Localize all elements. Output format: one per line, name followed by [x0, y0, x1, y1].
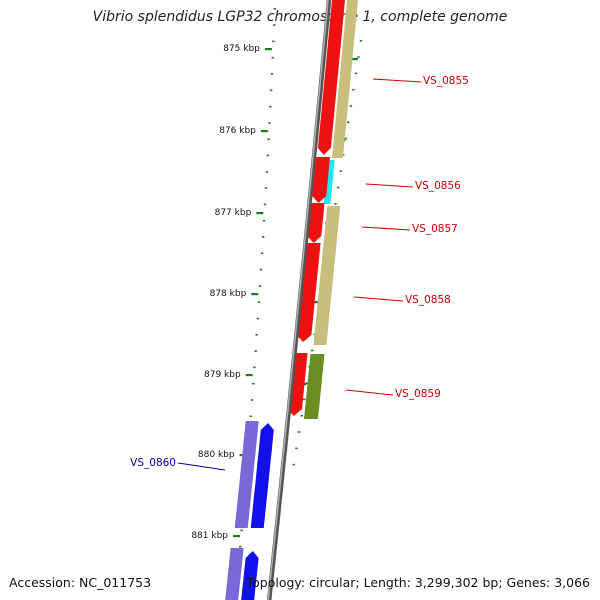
track-dot [349, 105, 353, 107]
gene-leader-line [372, 78, 422, 83]
gene-arrow-forward [296, 243, 321, 342]
track-dot [297, 431, 301, 433]
track-dot [295, 447, 298, 450]
track-purple-block [234, 421, 259, 528]
track-dot [344, 137, 347, 140]
ruler-dot [252, 382, 255, 385]
backbone-line [266, 0, 332, 600]
track-tick [351, 58, 358, 61]
ruler-dot [254, 350, 257, 352]
topology-text: Topology: circular; Length: 3,299,302 bp… [246, 575, 590, 590]
track-dot [357, 56, 360, 58]
track-dot [305, 382, 309, 384]
backbone-highlight [267, 0, 329, 600]
ruler-dot [263, 203, 267, 206]
gene-leader-line [361, 226, 411, 231]
ruler-dot [259, 268, 263, 271]
gene-arrow-forward [307, 203, 325, 243]
track-dot [303, 398, 306, 401]
ruler-dot [273, 24, 276, 26]
ruler-dot [240, 529, 243, 532]
gene-leader-line [177, 462, 226, 471]
ruler-tick-label: 881 kbp [191, 531, 228, 541]
ruler-dot [253, 366, 256, 369]
ruler-dot [257, 301, 261, 303]
ruler-dot [239, 545, 242, 548]
gene-label: VS_0856 [415, 180, 461, 192]
ruler-dot [273, 8, 277, 10]
gene-arrow-reverse [241, 551, 259, 600]
track-dot [347, 121, 350, 124]
gene-label: VS_0859 [395, 388, 441, 400]
ruler-major-ticks: 875 kbp 876 kbp 877 kbp 878 kbp 879 kbp 880 k… [191, 44, 358, 541]
track-tick [312, 301, 320, 304]
gene-arrow-forward [317, 0, 345, 155]
track-dot [339, 170, 342, 172]
track-dot [292, 463, 295, 466]
track-dot [352, 88, 355, 91]
ruler-tick [245, 374, 253, 377]
ruler-dot [272, 40, 275, 43]
gene-leader-line [365, 183, 414, 188]
ruler-dot [271, 56, 274, 59]
gene-leader-line [353, 296, 404, 302]
track-dot [300, 414, 303, 417]
ruler-tick-label: 879 kbp [204, 370, 241, 380]
ruler-dot [255, 334, 258, 336]
ruler-dot [269, 89, 273, 92]
ruler-tick [256, 212, 264, 215]
ruler-dot [266, 154, 269, 157]
ruler-dot [269, 105, 272, 108]
track-dot [311, 349, 314, 352]
track-dot [359, 40, 363, 42]
accession-text: Accession: NC_011753 [9, 575, 152, 590]
gene-label: VS_0860 [130, 457, 176, 469]
feature-tracks [303, 0, 358, 419]
gene-arrows [225, 0, 345, 600]
ruler-dot [258, 285, 262, 287]
ruler-tick [260, 130, 268, 133]
backbone [266, 0, 332, 600]
gene-arrow-forward [312, 157, 330, 203]
ruler-dot [250, 399, 254, 401]
gene-label: VS_0855 [423, 75, 469, 87]
track-tan-block [313, 206, 341, 345]
genome-title: Vibrio splendidus LGP32 chromosome 1, co… [92, 9, 508, 25]
ruler-dot [268, 122, 271, 124]
gene-label: VS_0857 [412, 223, 458, 235]
ruler-dot [261, 236, 265, 238]
ruler-dot [262, 219, 266, 222]
track-dot [354, 72, 358, 75]
ruler-tick-label: 875 kbp [223, 44, 260, 54]
ruler-tick-label: 876 kbp [219, 126, 256, 136]
ruler-tick [264, 48, 272, 51]
gene-labels: VS_0855 VS_0856 VS_0857 VS_0858 VS_0859 VS_08… [130, 75, 469, 471]
track-purple-block [225, 548, 244, 600]
ruler-dot [256, 317, 259, 320]
ruler-dot [270, 73, 274, 75]
ruler-tick [233, 535, 240, 538]
track-tan-block [331, 0, 358, 158]
ruler-dot [264, 187, 268, 189]
gene-leader-line [345, 389, 394, 396]
ruler-dot [267, 138, 270, 140]
ruler-dot [249, 415, 252, 418]
track-dot [336, 186, 340, 189]
ruler-dot [265, 171, 269, 173]
ruler-tick [251, 293, 259, 296]
ruler-tick-label: 878 kbp [210, 289, 247, 299]
track-olive-block [303, 354, 325, 419]
ruler-dot [260, 252, 264, 255]
track-dot [334, 203, 337, 205]
ruler-tick-label: 880 kbp [198, 450, 235, 460]
gene-arrow-reverse [250, 423, 274, 528]
ruler-tick-label: 877 kbp [215, 208, 252, 218]
gene-label: VS_0858 [405, 294, 451, 306]
